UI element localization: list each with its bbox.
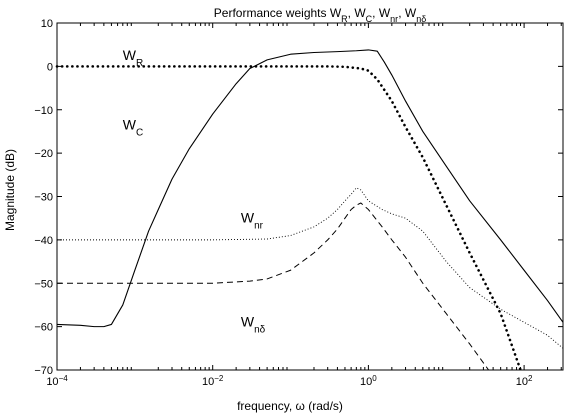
series-line-wr (55, 65, 522, 372)
plot-frame (56, 22, 564, 371)
x-tick-label: 10−2 (202, 374, 224, 389)
series-line-wnd (57, 202, 490, 371)
plot-border (56, 22, 564, 371)
annotations: WR WC Wnr Wnδ (123, 47, 266, 335)
x-tick-label: 100 (360, 374, 377, 389)
y-tick-label: −40 (34, 235, 53, 247)
series-layer (55, 49, 564, 372)
series-annotation: WC (123, 116, 143, 138)
chart-title: Performance weights WR, WC, Wnr, Wnδ (214, 6, 426, 24)
x-tick-label: 102 (516, 374, 533, 389)
series-annotation: Wnr (241, 210, 264, 232)
y-tick-label: −50 (34, 278, 53, 290)
y-tick-label: 10 (41, 18, 53, 30)
y-tick-label: −10 (34, 105, 53, 117)
x-tick-label: 10−4 (46, 374, 68, 389)
y-tick-label: 0 (47, 61, 53, 73)
y-axis-label: Magnitude (dB) (3, 149, 17, 231)
y-tick-label: −30 (34, 192, 53, 204)
series-line-wnr (57, 187, 564, 349)
series-annotation: WR (123, 47, 143, 69)
series-annotation: Wnδ (241, 314, 266, 336)
series-line-wc (56, 49, 564, 328)
x-axis-label: frequency, ω (rad/s) (237, 399, 343, 413)
y-tick-label: −70 (34, 365, 53, 377)
y-tick-label: −20 (34, 148, 53, 160)
y-tick-label: −60 (34, 322, 53, 334)
